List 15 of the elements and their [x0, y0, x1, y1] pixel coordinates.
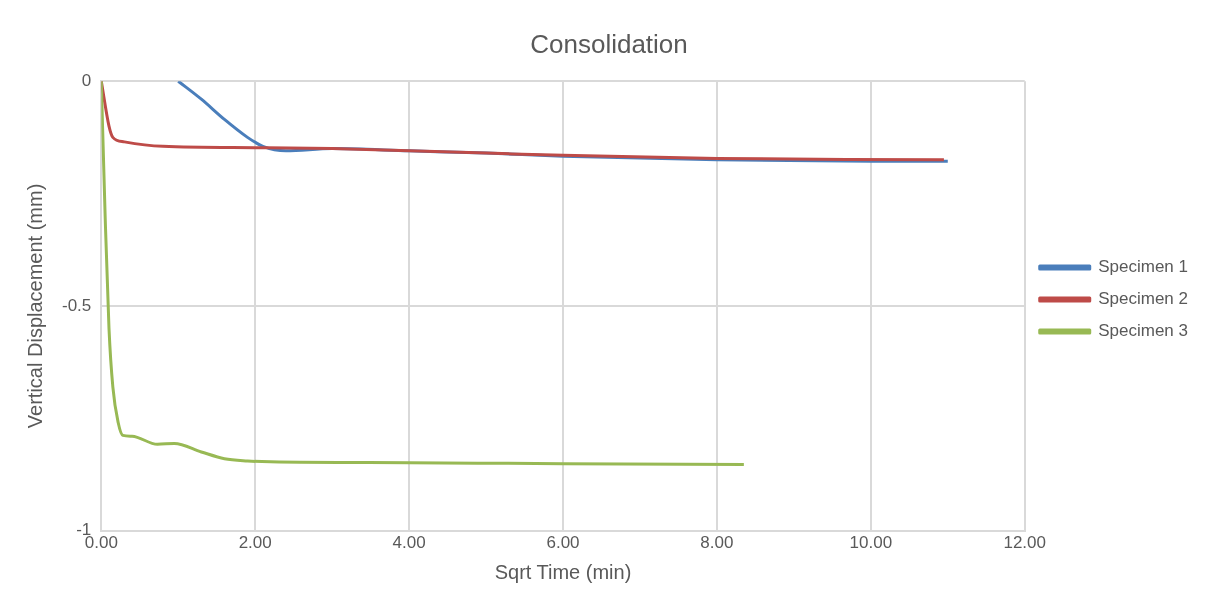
chart-title: Consolidation: [530, 28, 688, 59]
x-tick-label: 2.00: [238, 533, 272, 553]
y-tick-label: 0: [81, 70, 92, 90]
x-tick-label: 8.00: [700, 533, 734, 553]
x-tick-label: 10.00: [849, 533, 893, 553]
legend-label: Specimen 3: [1098, 321, 1189, 341]
line-series: [101, 81, 746, 467]
x-tick-label: 6.00: [546, 533, 580, 553]
y-tick-label: -0.5: [62, 295, 92, 315]
legend-label: Specimen 2: [1098, 289, 1189, 309]
x-tick-label: 12.00: [1003, 533, 1046, 553]
x-axis-title: Sqrt Time (min): [494, 560, 632, 583]
x-tick-label: 4.00: [392, 533, 426, 553]
legend-label: Specimen 1: [1098, 257, 1189, 277]
y-axis-title: Vertical Displacement (mm): [23, 183, 46, 429]
